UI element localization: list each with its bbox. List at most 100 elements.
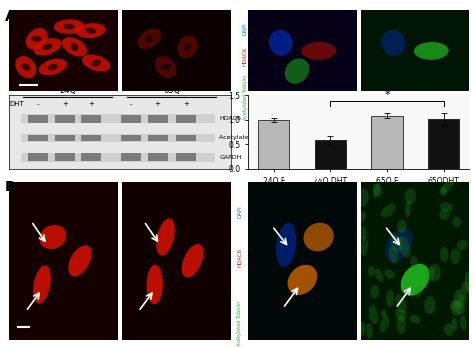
Ellipse shape: [370, 285, 379, 299]
Text: HDAC6: HDAC6: [219, 116, 241, 121]
Ellipse shape: [39, 59, 67, 75]
Text: +: +: [88, 101, 94, 107]
FancyBboxPatch shape: [147, 115, 167, 122]
Title: Control: Control: [282, 171, 323, 181]
Ellipse shape: [31, 36, 42, 42]
Ellipse shape: [301, 42, 336, 60]
FancyBboxPatch shape: [82, 135, 101, 141]
Ellipse shape: [395, 309, 407, 321]
Text: +: +: [62, 101, 68, 107]
Ellipse shape: [457, 240, 468, 250]
Text: Acetylated Tubulin: Acetylated Tubulin: [243, 75, 248, 120]
Ellipse shape: [39, 225, 66, 249]
FancyBboxPatch shape: [55, 135, 75, 141]
Text: 24Q: 24Q: [60, 85, 77, 94]
Ellipse shape: [285, 58, 309, 84]
Ellipse shape: [381, 309, 387, 318]
Ellipse shape: [451, 299, 465, 314]
Text: B: B: [5, 180, 15, 194]
Ellipse shape: [440, 186, 447, 196]
Ellipse shape: [460, 315, 466, 330]
Bar: [315, 141, 346, 169]
Text: GAPDH: GAPDH: [219, 155, 242, 160]
Ellipse shape: [269, 30, 292, 56]
FancyBboxPatch shape: [28, 153, 48, 161]
Ellipse shape: [465, 271, 474, 291]
Ellipse shape: [303, 223, 334, 251]
Ellipse shape: [410, 256, 418, 267]
FancyBboxPatch shape: [147, 135, 167, 141]
Title: 24Q: 24Q: [54, 0, 73, 10]
Ellipse shape: [26, 28, 47, 50]
Text: +: +: [183, 101, 189, 107]
FancyBboxPatch shape: [176, 135, 196, 141]
Text: Acetylated Tub: Acetylated Tub: [219, 135, 266, 141]
Ellipse shape: [137, 28, 161, 49]
Ellipse shape: [146, 265, 163, 304]
Text: DHT: DHT: [9, 101, 24, 107]
Text: -: -: [37, 101, 39, 107]
Ellipse shape: [395, 294, 406, 314]
Text: DAPI: DAPI: [243, 23, 248, 35]
Ellipse shape: [356, 321, 366, 336]
Ellipse shape: [368, 305, 378, 324]
Ellipse shape: [155, 56, 176, 78]
Ellipse shape: [361, 237, 368, 256]
Ellipse shape: [42, 44, 53, 50]
Text: 65Q: 65Q: [164, 85, 181, 94]
Ellipse shape: [397, 220, 407, 234]
Ellipse shape: [384, 270, 395, 279]
Bar: [258, 120, 290, 169]
Ellipse shape: [429, 264, 441, 281]
Ellipse shape: [415, 286, 422, 297]
Ellipse shape: [373, 184, 380, 198]
Ellipse shape: [33, 265, 51, 304]
Ellipse shape: [405, 188, 416, 204]
Ellipse shape: [386, 289, 394, 307]
Text: -: -: [130, 101, 132, 107]
Ellipse shape: [401, 264, 429, 296]
Ellipse shape: [452, 217, 461, 227]
FancyBboxPatch shape: [20, 153, 215, 162]
Ellipse shape: [357, 212, 366, 223]
Text: Acetylated Tubulin: Acetylated Tubulin: [237, 301, 242, 346]
FancyBboxPatch shape: [176, 153, 196, 161]
Title: 24Q: 24Q: [292, 0, 312, 10]
Text: *: *: [384, 90, 390, 100]
Ellipse shape: [440, 246, 448, 262]
Text: DAPI: DAPI: [237, 205, 242, 218]
Ellipse shape: [276, 223, 296, 267]
FancyBboxPatch shape: [121, 153, 141, 161]
Ellipse shape: [440, 179, 454, 194]
Text: A: A: [5, 10, 16, 24]
Ellipse shape: [454, 301, 460, 309]
Ellipse shape: [398, 236, 410, 257]
Ellipse shape: [64, 24, 74, 29]
Ellipse shape: [375, 268, 383, 282]
Ellipse shape: [48, 64, 58, 70]
Ellipse shape: [450, 301, 462, 316]
Ellipse shape: [71, 43, 79, 51]
Ellipse shape: [62, 37, 87, 57]
Ellipse shape: [452, 318, 457, 331]
Ellipse shape: [177, 36, 197, 58]
Ellipse shape: [458, 294, 464, 303]
Ellipse shape: [397, 315, 406, 334]
Ellipse shape: [380, 315, 389, 332]
Ellipse shape: [86, 28, 96, 34]
FancyBboxPatch shape: [121, 115, 141, 122]
Ellipse shape: [439, 202, 453, 212]
FancyBboxPatch shape: [55, 115, 75, 122]
Ellipse shape: [82, 54, 110, 71]
Title: SBMA: SBMA: [399, 171, 431, 181]
Ellipse shape: [385, 228, 413, 262]
Ellipse shape: [68, 245, 91, 277]
FancyBboxPatch shape: [20, 134, 215, 142]
Ellipse shape: [414, 42, 449, 60]
FancyBboxPatch shape: [82, 115, 101, 122]
Ellipse shape: [15, 56, 36, 78]
Ellipse shape: [182, 43, 191, 51]
FancyBboxPatch shape: [176, 115, 196, 122]
FancyBboxPatch shape: [121, 135, 141, 141]
Ellipse shape: [160, 64, 171, 70]
